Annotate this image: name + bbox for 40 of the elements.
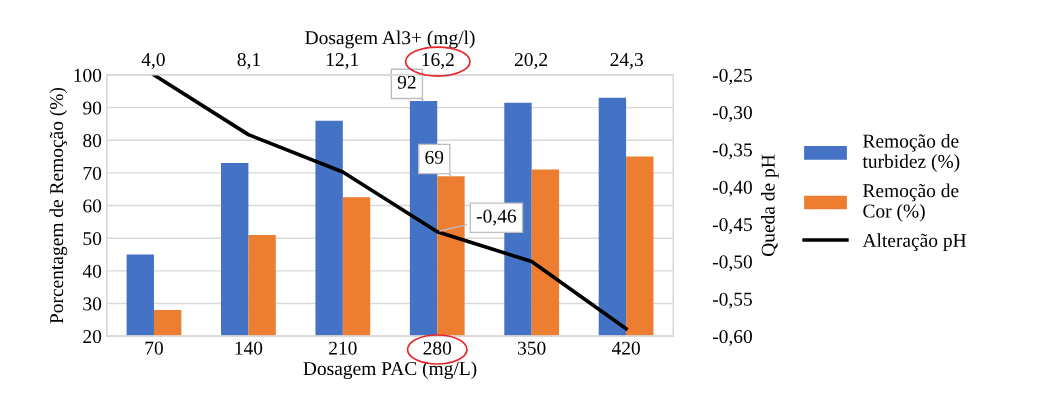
y2-axis-title: Queda de pH — [761, 154, 779, 257]
legend-label: Remoção de turbidez (%) — [862, 133, 960, 172]
y-tick-label: 30 — [83, 297, 102, 311]
y2-tick-label: -0,45 — [712, 218, 752, 234]
legend-label: Alteração pH — [862, 233, 967, 251]
x-tick-label: 350 — [518, 341, 546, 355]
x2-tick-label: 16,2 — [422, 53, 454, 69]
y-tick-label: 60 — [83, 199, 102, 213]
y-tick-label: 100 — [74, 68, 102, 82]
data-label: 69 — [425, 150, 444, 164]
y2-tick-label: -0,60 — [712, 329, 752, 346]
y2-tick-label: -0,30 — [712, 106, 752, 122]
x2-tick-label: 12,1 — [326, 53, 359, 69]
y-axis-title: Porcentagem de Remoção (%) — [49, 87, 68, 324]
y2-tick-label: -0,55 — [712, 292, 752, 309]
x-tick-label: 70 — [145, 341, 163, 355]
data-label: -0,46 — [476, 209, 517, 226]
y2-tick-label: -0,50 — [712, 255, 752, 272]
x2-tick-label: 20,2 — [514, 52, 548, 69]
data-label: 92 — [397, 75, 416, 89]
y2-tick-label: -0,35 — [712, 143, 752, 160]
y-tick-label: 40 — [82, 264, 102, 278]
y-tick-label: 50 — [83, 232, 102, 246]
x-axis-title: Dosagem PAC (mg/L) — [303, 361, 477, 380]
y-tick-label: 80 — [83, 134, 102, 148]
x-tick-label: 280 — [423, 341, 452, 355]
line-series — [152, 74, 628, 331]
legend-label: Remoção de Cor (%) — [863, 183, 959, 222]
x-tick-label: 420 — [611, 341, 640, 355]
x2-tick-label: 8,1 — [237, 52, 260, 69]
x2-tick-label: 4,0 — [141, 52, 165, 69]
y2-tick-label: -0,25 — [712, 68, 752, 85]
y-tick-label: 20 — [83, 329, 102, 344]
x2-axis-title: Dosagem Al3+ (mg/l) — [305, 30, 475, 49]
x-tick-label: 140 — [235, 341, 263, 355]
y-tick-label: 90 — [83, 101, 102, 115]
y2-tick-label: -0,40 — [712, 180, 752, 197]
x2-tick-label: 24,3 — [610, 53, 643, 69]
y-tick-label: 70 — [83, 166, 102, 180]
x-tick-label: 210 — [329, 341, 357, 355]
